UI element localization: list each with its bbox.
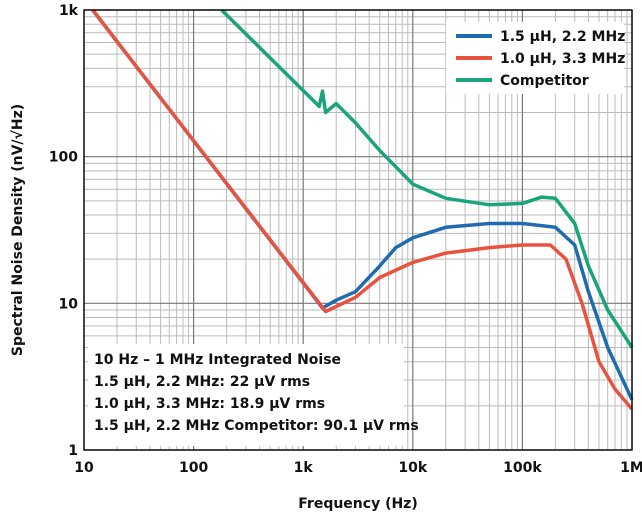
y-axis-label: Spectral Noise Density (nV/√Hz): [10, 104, 26, 356]
series-line: [91, 8, 634, 411]
annotation-line: 1.0 µH, 3.3 MHz: 18.9 µV rms: [94, 396, 325, 412]
annotation-box: [88, 344, 404, 446]
x-tick-label: 100k: [503, 460, 542, 476]
series-line: [91, 8, 634, 401]
x-tick-label: 1M: [620, 460, 642, 476]
x-tick-label: 10: [74, 460, 94, 476]
x-tick-label: 10k: [398, 460, 427, 476]
y-tick-label: 1: [68, 443, 78, 459]
legend-label: Competitor: [500, 73, 589, 89]
legend-label: 1.5 µH, 2.2 MHz: [500, 29, 625, 45]
legend-label: 1.0 µH, 3.3 MHz: [500, 51, 625, 67]
annotation-line: 1.5 µH, 2.2 MHz Competitor: 90.1 µV rms: [94, 418, 419, 434]
series-line: [220, 8, 634, 349]
y-tick-label: 1k: [59, 3, 79, 19]
legend: 1.5 µH, 2.2 MHz 1.0 µH, 3.3 MHz Competitor: [456, 29, 625, 89]
series-lines: [91, 8, 634, 411]
y-tick-label: 100: [49, 150, 78, 166]
annotation-line: 1.5 µH, 2.2 MHz: 22 µV rms: [94, 374, 310, 390]
x-tick-label: 100: [179, 460, 208, 476]
annotation: 10 Hz – 1 MHz Integrated Noise 1.5 µH, 2.…: [94, 352, 419, 434]
x-axis-label: Frequency (Hz): [298, 496, 417, 512]
x-tick-label: 1k: [294, 460, 314, 476]
y-tick-label: 10: [59, 296, 79, 312]
annotation-line: 10 Hz – 1 MHz Integrated Noise: [94, 352, 341, 368]
plot-frame: [83, 9, 633, 451]
